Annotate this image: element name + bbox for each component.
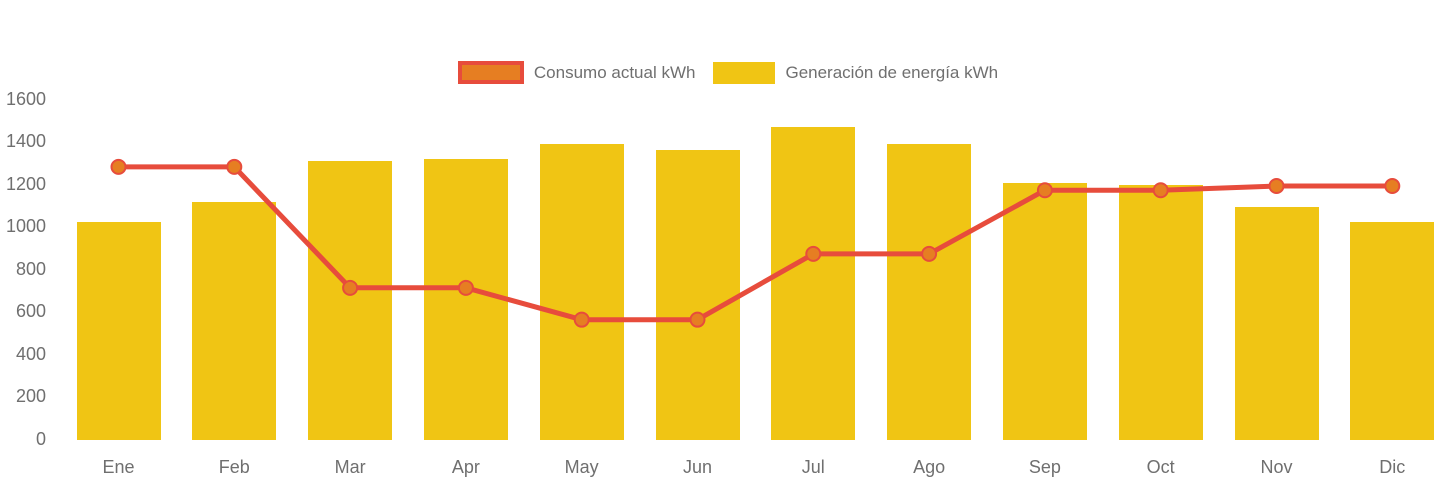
data-point-nov[interactable] [1268, 177, 1285, 194]
y-axis-tick-label: 1200 [5, 173, 46, 194]
x-axis-label-mar: Mar [334, 457, 366, 477]
bar-dic[interactable] [1350, 222, 1435, 441]
legend-swatch-consumo-actual [457, 61, 524, 84]
x-axis-label-dic: Dic [1379, 457, 1406, 477]
y-axis-tick-label: 1400 [5, 131, 46, 152]
y-axis-tick-label: 1600 [5, 89, 46, 109]
y-axis-tick-label: 0 [35, 428, 46, 449]
data-point-may[interactable] [573, 311, 590, 328]
x-axis-label-ago: Ago [913, 457, 946, 477]
bar-ago[interactable] [887, 143, 972, 441]
x-axis-label-nov: Nov [1260, 457, 1293, 477]
data-point-sep[interactable] [1036, 182, 1053, 199]
data-point-ene[interactable] [110, 158, 127, 175]
data-point-apr[interactable] [457, 279, 474, 296]
legend-item-generacion[interactable]: Generación de energía kWh [713, 61, 999, 84]
x-axis-label-oct: Oct [1146, 457, 1175, 477]
bar-nov[interactable] [1234, 207, 1319, 441]
legend: Consumo actual kWh Generación de energía… [0, 61, 1456, 84]
bar-sep[interactable] [1002, 182, 1087, 441]
data-point-jun[interactable] [689, 311, 706, 328]
data-point-ago[interactable] [921, 245, 938, 262]
data-point-mar[interactable] [342, 279, 359, 296]
bar-mar[interactable] [308, 160, 393, 441]
legend-label-generacion: Generación de energía kWh [785, 62, 999, 82]
consumption-line [118, 164, 1393, 323]
data-point-dic[interactable] [1384, 177, 1401, 194]
x-axis-label-feb: Feb [218, 457, 250, 477]
bar-may[interactable] [539, 143, 624, 441]
bar-apr[interactable] [423, 159, 508, 441]
y-axis-tick-label: 800 [15, 258, 46, 279]
legend-item-consumo-actual[interactable]: Consumo actual kWh [457, 61, 696, 84]
bar-ene[interactable] [76, 222, 161, 441]
x-axis-label-jul: Jul [801, 457, 825, 477]
legend-swatch-generacion [713, 61, 776, 84]
y-axis-tick-label: 400 [15, 343, 46, 364]
bar-jun[interactable] [655, 149, 740, 441]
x-axis-label-jun: Jun [682, 457, 713, 477]
x-axis-label-apr: Apr [451, 457, 480, 477]
x-axis-label-sep: Sep [1028, 457, 1061, 477]
y-axis-tick-label: 600 [15, 301, 46, 322]
data-point-oct[interactable] [1152, 182, 1169, 199]
legend-label-consumo-actual: Consumo actual kWh [533, 62, 696, 82]
x-axis-label-may: May [564, 457, 599, 477]
bar-jul[interactable] [771, 126, 856, 441]
bar-oct[interactable] [1118, 184, 1203, 441]
y-axis-tick-label: 1000 [5, 216, 46, 237]
y-axis-tick-label: 200 [15, 386, 46, 407]
data-point-jul[interactable] [805, 245, 822, 262]
data-point-feb[interactable] [226, 158, 243, 175]
x-axis-label-ene: Ene [102, 457, 135, 477]
bar-feb[interactable] [192, 201, 277, 441]
